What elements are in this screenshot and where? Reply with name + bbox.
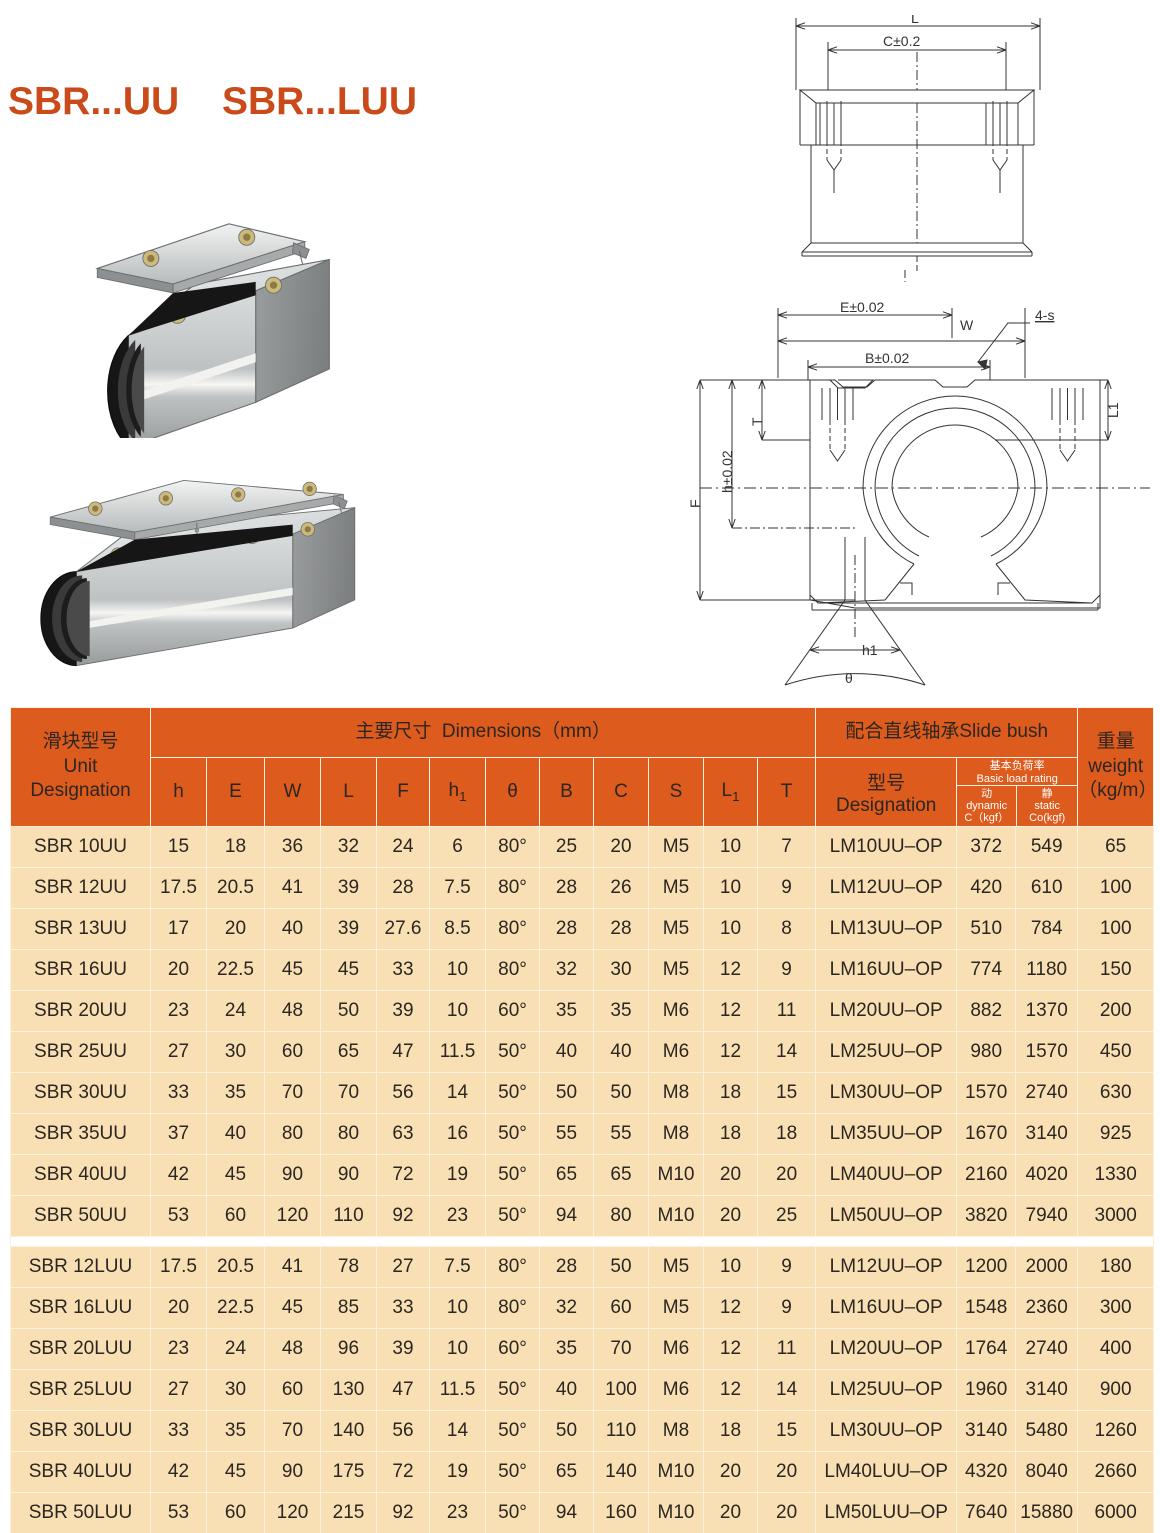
svg-text:E±0.02: E±0.02 bbox=[840, 300, 884, 315]
svg-text:h±0.02: h±0.02 bbox=[719, 450, 735, 493]
svg-text:F: F bbox=[690, 499, 703, 508]
svg-text:T: T bbox=[749, 417, 765, 426]
svg-text:C±0.2: C±0.2 bbox=[883, 33, 920, 49]
svg-text:L1: L1 bbox=[1105, 402, 1121, 418]
svg-text:θ: θ bbox=[845, 670, 853, 686]
svg-text:B±0.02: B±0.02 bbox=[865, 350, 909, 366]
svg-text:W: W bbox=[960, 317, 974, 333]
svg-text:h1: h1 bbox=[862, 642, 878, 658]
svg-text:L: L bbox=[911, 15, 919, 26]
svg-text:4-s: 4-s bbox=[1035, 307, 1054, 323]
